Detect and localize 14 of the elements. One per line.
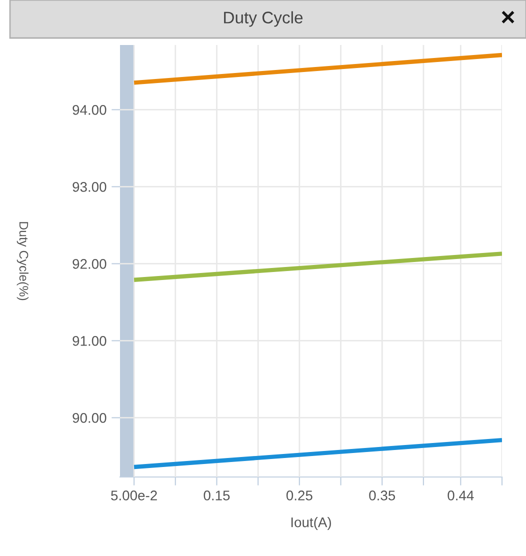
- x-tick-label: 5.00e-2: [111, 490, 157, 500]
- y-axis-title: Duty Cycle(%): [16, 222, 29, 300]
- y-tick-label: 90.00: [72, 413, 106, 423]
- x-axis-title: Iout(A): [291, 517, 331, 530]
- text: ×: [502, 10, 514, 24]
- x-tick-label: 0.44: [448, 490, 474, 500]
- y-tick-label: 93.00: [72, 182, 106, 192]
- x-tick-label: 0.35: [369, 490, 396, 500]
- y-tick-label: 92.00: [72, 259, 106, 269]
- chart-title: Duty Cycle: [224, 11, 303, 27]
- x-tick-label: 0.25: [286, 490, 312, 500]
- y-tick-label: 94.00: [72, 105, 106, 115]
- y-tick-label: 91.00: [72, 336, 106, 346]
- x-tick-label: 0.15: [204, 490, 230, 500]
